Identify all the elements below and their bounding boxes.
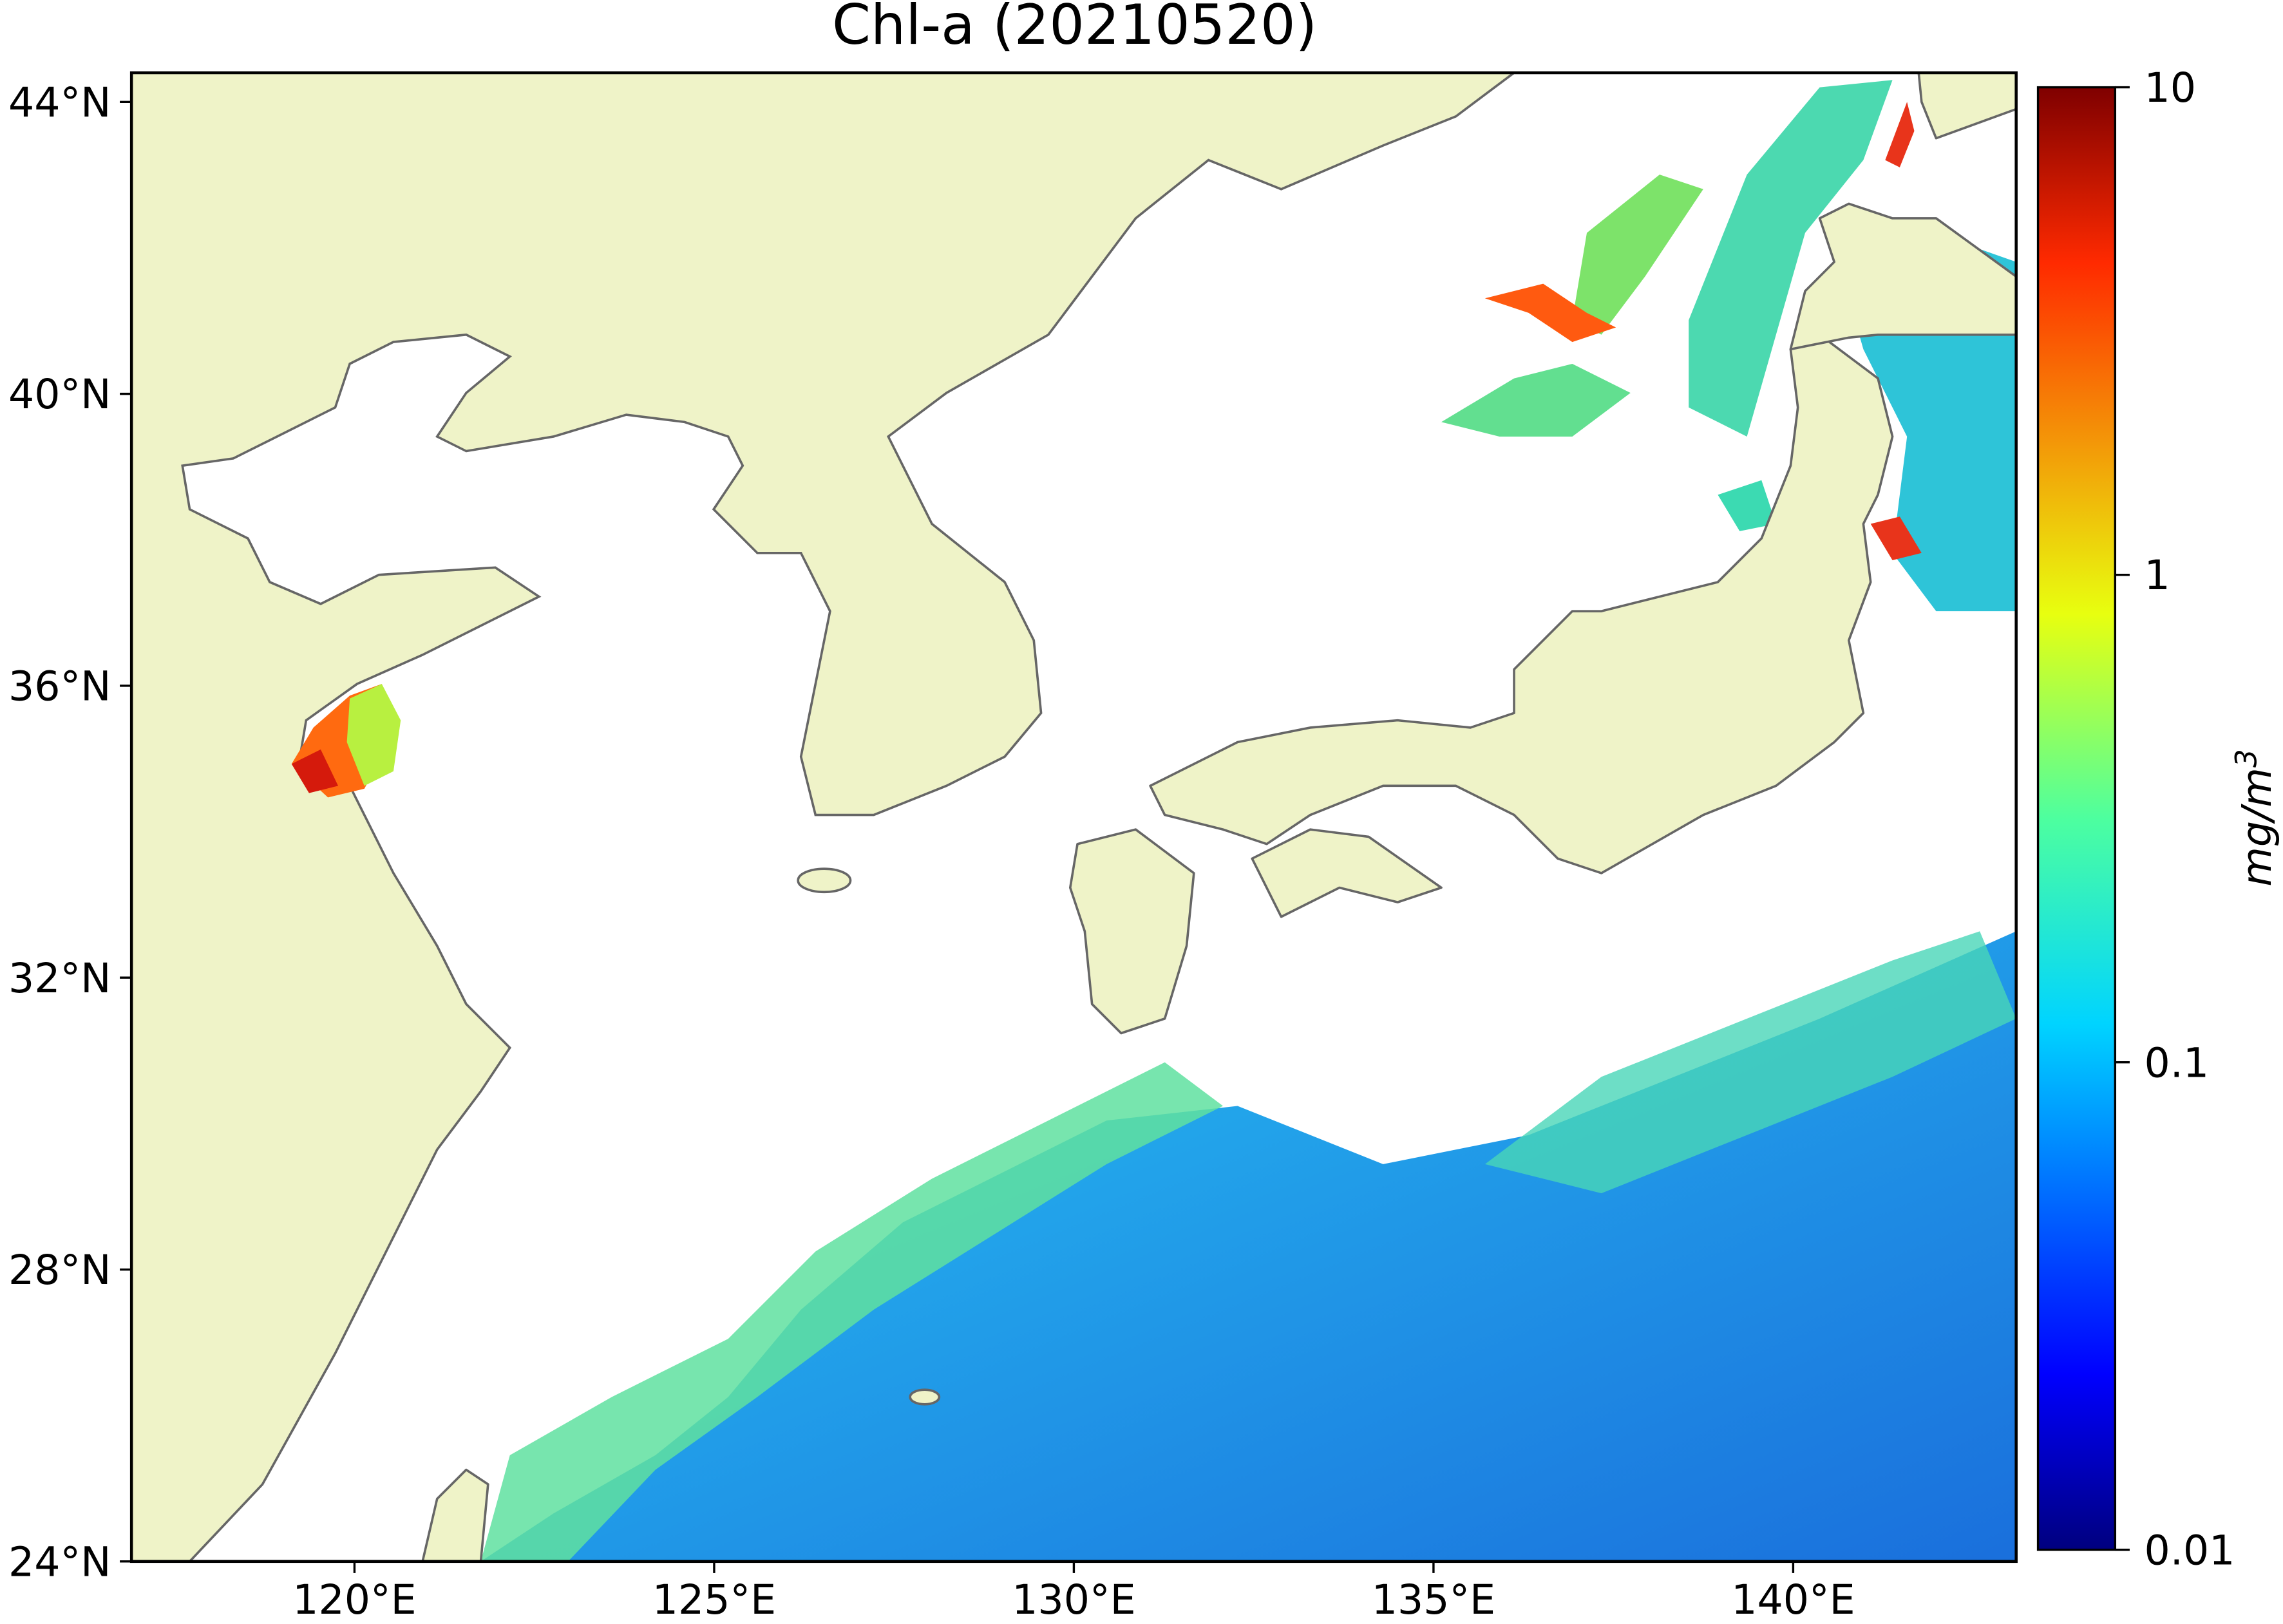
taiwan	[421, 1468, 489, 1562]
colorbar-tick-label: 0.01	[2145, 1526, 2235, 1574]
chl-south	[480, 931, 2016, 1562]
colorbar-tick-label: 1	[2145, 551, 2170, 599]
chl-north	[1689, 80, 1893, 437]
map-area	[131, 72, 2016, 1562]
kyushu	[1068, 828, 1195, 1035]
y-tick-label: 44°N	[8, 79, 111, 126]
jeju	[797, 867, 852, 894]
chl-north	[1484, 283, 1616, 343]
x-tick-label: 135°E	[1372, 1576, 1495, 1623]
chl-north	[1870, 516, 1922, 561]
colorbar-label-text: mg/m	[2233, 768, 2280, 887]
chl-band	[480, 1062, 1224, 1562]
chl-north	[1572, 175, 1703, 335]
colorbar-label: mg/m3	[2230, 749, 2281, 886]
colorbar-tick-label: 10	[2145, 64, 2197, 111]
y-tick-label: 28°N	[8, 1246, 111, 1294]
y-tick-label: 40°N	[8, 370, 111, 418]
x-tick-label: 140°E	[1731, 1576, 1855, 1623]
y-tick-label: 24°N	[8, 1538, 111, 1585]
shikoku	[1251, 828, 1443, 918]
x-tick-label: 125°E	[652, 1576, 776, 1623]
map-title: Chl-a (20210520)	[832, 0, 1317, 57]
colorbar-tick-label: 0.1	[2145, 1039, 2210, 1086]
sakhalin	[1917, 72, 2016, 140]
chl-shandong	[346, 684, 401, 786]
honshu	[1149, 333, 1894, 874]
chl-north	[1441, 363, 1631, 437]
chl-shandong	[291, 749, 339, 793]
y-tick-label: 36°N	[8, 663, 111, 710]
hokkaido	[1789, 202, 2016, 351]
chl-north	[1718, 480, 1776, 531]
okinawa	[909, 1388, 941, 1406]
x-tick-label: 120°E	[292, 1576, 416, 1623]
chl-band	[1484, 931, 2016, 1194]
y-tick-label: 32°N	[8, 954, 111, 1002]
colorbar-label-sup: 3	[2230, 749, 2264, 768]
x-tick-label: 130°E	[1012, 1576, 1135, 1623]
colorbar	[2036, 86, 2117, 1551]
chl-north	[1885, 102, 1915, 167]
